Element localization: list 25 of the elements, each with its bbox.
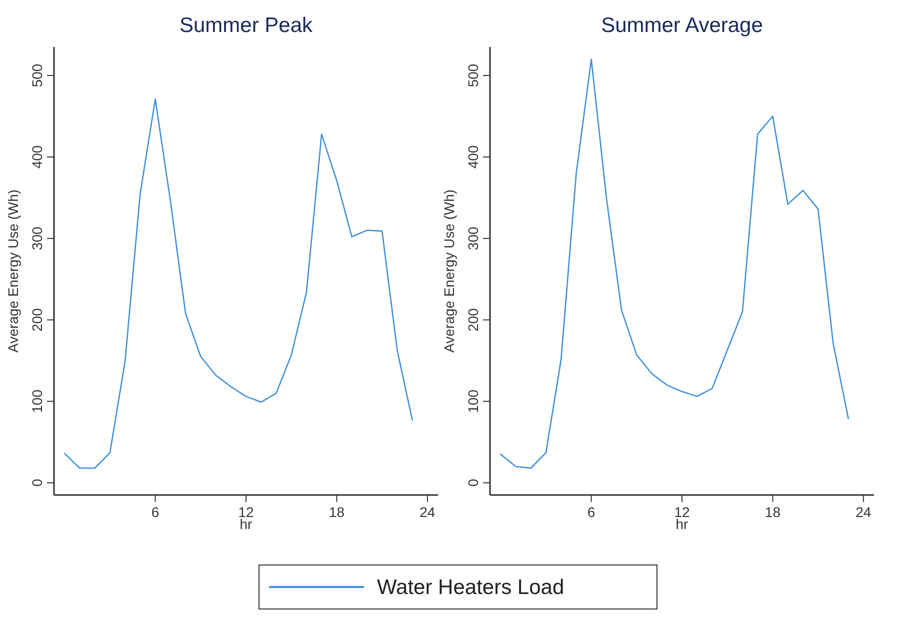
x-tick-label: 6 — [151, 504, 160, 520]
x-tick-label: 24 — [420, 504, 436, 520]
x-tick-label: 6 — [587, 504, 596, 520]
y-tick-label: 0 — [29, 478, 45, 487]
y-tick-label: 0 — [465, 478, 481, 487]
x-tick-label: 24 — [856, 504, 872, 520]
x-tick-label: 18 — [764, 504, 781, 520]
legend-label: Water Heaters Load — [377, 576, 564, 599]
y-tick-label: 100 — [29, 389, 45, 414]
y-tick-label: 200 — [465, 308, 481, 332]
y-tick-label: 100 — [465, 389, 481, 414]
y-tick-label: 500 — [465, 64, 481, 88]
y-axis-title: Average Energy Use (Wh) — [441, 189, 457, 353]
line-series — [500, 58, 849, 469]
chart-title: Summer Average — [601, 14, 763, 37]
chart-title: Summer Peak — [179, 14, 314, 37]
line-series — [64, 98, 413, 469]
y-tick-label: 200 — [29, 308, 45, 332]
y-axis-title: Average Energy Use (Wh) — [5, 189, 21, 353]
y-tick-label: 400 — [465, 145, 481, 169]
y-tick-label: 400 — [29, 145, 45, 169]
x-tick-label: 18 — [328, 504, 345, 520]
y-tick-label: 500 — [29, 64, 45, 88]
y-tick-label: 300 — [29, 226, 45, 250]
y-tick-label: 300 — [465, 226, 481, 250]
